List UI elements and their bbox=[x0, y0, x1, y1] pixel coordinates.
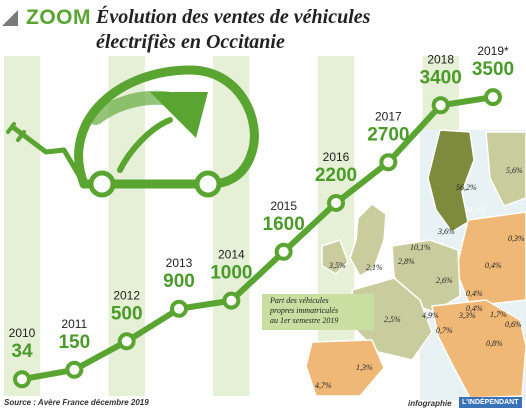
map-share-label: 0,8% bbox=[486, 339, 503, 348]
map-share-label: 0,7% bbox=[436, 326, 453, 335]
map-share-label: 0,4% bbox=[466, 289, 483, 298]
map-legend-text: Part des véhicules propres immatriculés … bbox=[269, 296, 340, 325]
europe-map: 56,2% 11,3% 5,6% 3,6% 10,1% 0,3% 3,5% 2,… bbox=[262, 129, 526, 400]
x-tick-label: 2015 bbox=[270, 199, 297, 213]
map-share-label: 2,8% bbox=[398, 257, 415, 266]
data-point bbox=[170, 299, 188, 318]
map-iberia bbox=[305, 339, 385, 397]
x-tick-label: 2011 bbox=[61, 317, 87, 331]
data-labels: 2010342011150201250020139002014100020151… bbox=[9, 44, 514, 362]
series-line-path bbox=[21, 94, 494, 383]
background-stripes bbox=[3, 56, 459, 396]
map-share-label: 56,2% bbox=[456, 183, 477, 192]
map-share-label: 2,5% bbox=[384, 315, 401, 324]
data-label: 500 bbox=[111, 303, 143, 324]
background-stripe bbox=[317, 56, 355, 396]
map-finland bbox=[485, 131, 526, 207]
data-point bbox=[484, 88, 502, 107]
x-tick-label: 2016 bbox=[323, 150, 350, 164]
map-share-label: 2,6% bbox=[436, 276, 453, 285]
data-label: 900 bbox=[163, 271, 195, 292]
map-legend-box bbox=[262, 294, 374, 330]
data-points bbox=[13, 88, 502, 389]
map-italy-balkans bbox=[431, 299, 526, 399]
data-label: 150 bbox=[58, 332, 90, 353]
map-share-label: 4,7% bbox=[315, 381, 332, 390]
map-share-label: 4,9% bbox=[422, 311, 439, 320]
map-uk bbox=[349, 203, 387, 278]
data-point bbox=[65, 360, 84, 379]
data-label: 3400 bbox=[420, 67, 462, 88]
data-label: 2200 bbox=[315, 165, 357, 186]
x-tick-label: 2018 bbox=[427, 52, 454, 66]
data-point bbox=[222, 291, 241, 310]
x-tick-label: 2019* bbox=[477, 44, 509, 58]
data-label: 1000 bbox=[210, 263, 252, 284]
x-tick-label: 2010 bbox=[9, 326, 36, 340]
map-share-label: 0,4% bbox=[466, 304, 483, 313]
map-share-label: 3,6% bbox=[437, 227, 455, 236]
data-point bbox=[274, 242, 293, 261]
data-label: 3500 bbox=[472, 59, 514, 80]
data-point bbox=[327, 193, 345, 212]
map-ireland bbox=[321, 239, 349, 275]
data-label: 2700 bbox=[367, 124, 409, 145]
map-share-label: 11,3% bbox=[466, 205, 486, 214]
source-note: Source : Avère France décembre 2019 bbox=[4, 398, 149, 407]
electric-car-icon bbox=[6, 65, 259, 198]
map-share-label: 3,5% bbox=[328, 261, 346, 270]
data-point bbox=[117, 332, 136, 351]
data-point bbox=[379, 153, 398, 172]
x-tick-label: 2014 bbox=[218, 248, 245, 262]
data-point bbox=[13, 370, 31, 389]
x-tick-label: 2017 bbox=[375, 109, 402, 123]
map-share-label: 5,6% bbox=[506, 166, 523, 175]
data-point bbox=[431, 96, 450, 115]
credit-text: infographie bbox=[408, 399, 452, 408]
map-share-label: 3,3% bbox=[458, 311, 476, 320]
chart-title-line1: Évolution des ventes de véhicules bbox=[96, 6, 371, 28]
zoom-label: ZOOM bbox=[26, 6, 91, 29]
zoom-triangle-icon bbox=[2, 10, 18, 26]
x-tick-label: 2012 bbox=[113, 288, 140, 302]
map-share-label: 0,3% bbox=[508, 234, 525, 243]
map-share-label: 10,1% bbox=[410, 243, 431, 252]
header: ZOOM Évolution des ventes de véhicules é… bbox=[0, 4, 526, 54]
map-share-label: 2,1% bbox=[366, 263, 383, 272]
data-label: 1600 bbox=[263, 214, 305, 235]
background-stripe bbox=[3, 56, 41, 396]
map-share-label: 1,3% bbox=[356, 363, 373, 372]
x-tick-label: 2013 bbox=[166, 256, 193, 270]
map-share-label: 0,4% bbox=[485, 261, 502, 270]
map-share-label: 1,7% bbox=[490, 310, 507, 319]
background-stripe bbox=[213, 56, 250, 396]
map-share-label: 0,6% bbox=[505, 320, 522, 329]
chart-title-line2: électrifiès en Occitanie bbox=[96, 31, 285, 53]
publisher-badge: L'INDÉPENDANT bbox=[459, 397, 522, 408]
series-line bbox=[21, 94, 494, 383]
data-label: 34 bbox=[11, 341, 33, 362]
